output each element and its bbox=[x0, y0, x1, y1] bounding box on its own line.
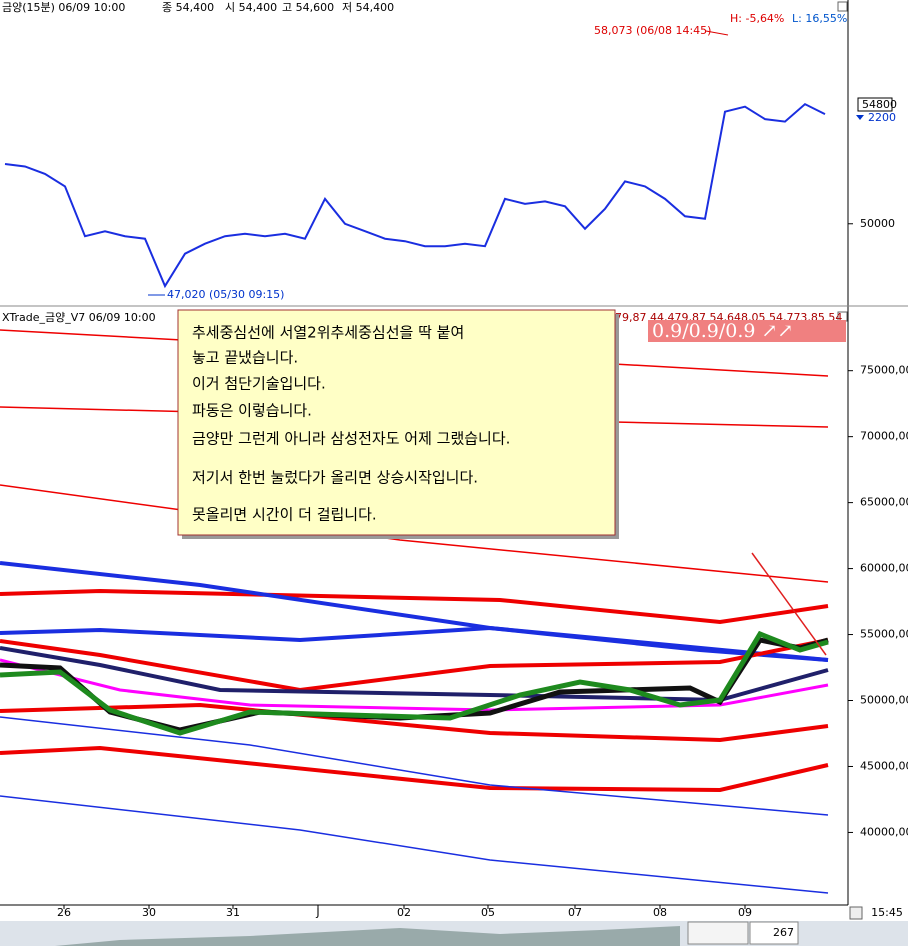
y-tick-label: 55000,00 bbox=[860, 628, 908, 641]
current-price: 54800 bbox=[862, 98, 897, 111]
band bbox=[0, 716, 829, 816]
close: 종 54,400 bbox=[162, 1, 214, 14]
callout-line: 추세중심선에 서열2위추세중심선을 딱 붙여 bbox=[192, 324, 464, 342]
time: 15:45 bbox=[871, 906, 903, 919]
x-tick-label: 31 bbox=[226, 906, 240, 919]
volume-overview bbox=[55, 926, 680, 946]
scroll-controls[interactable] bbox=[687, 921, 749, 945]
band bbox=[0, 795, 829, 894]
x-tick-label: 09 bbox=[738, 906, 752, 919]
down-arrow bbox=[856, 115, 864, 120]
price-box bbox=[857, 97, 893, 112]
signal-box bbox=[648, 320, 846, 342]
y-tick-label: 40000,00 bbox=[860, 825, 908, 838]
y-tick-label: 50000,00 bbox=[860, 694, 908, 707]
band bbox=[0, 484, 829, 583]
count-box[interactable] bbox=[749, 921, 799, 945]
low: 저 54,400 bbox=[342, 1, 394, 14]
band bbox=[0, 588, 829, 625]
x-tick-label: 30 bbox=[142, 906, 156, 919]
callout-line: 저기서 한번 눌렀다가 올리면 상승시작입니다. bbox=[192, 469, 478, 487]
band bbox=[0, 702, 829, 743]
high: 고 54,600 bbox=[282, 1, 334, 14]
callout-line: 금양만 그런게 아니라 삼성전자도 어제 그랬습니다. bbox=[192, 430, 510, 448]
annotation-arrow bbox=[705, 30, 729, 36]
y-tick-label: 75000,00 bbox=[860, 364, 908, 377]
x-tick-label: 05 bbox=[481, 906, 495, 919]
x-tick-label: 08 bbox=[653, 906, 667, 919]
band bbox=[0, 630, 829, 736]
symbol: 금양(15분) 06/09 10:00 bbox=[2, 1, 125, 14]
count: 267 bbox=[773, 926, 794, 939]
annotation-low: 47,020 (05/30 09:15) bbox=[167, 288, 284, 301]
callout-line: 파동은 이렇습니다. bbox=[192, 402, 312, 420]
open: 시 54,400 bbox=[225, 1, 277, 14]
x-tick-label: 07 bbox=[568, 906, 582, 919]
x-tick-label: J bbox=[315, 906, 319, 919]
change: 2200 bbox=[868, 111, 896, 124]
callout bbox=[177, 309, 616, 536]
tool-button[interactable] bbox=[849, 906, 863, 920]
panel-button[interactable] bbox=[837, 1, 848, 12]
band bbox=[0, 745, 829, 793]
band bbox=[0, 625, 829, 662]
arrow bbox=[751, 552, 827, 656]
band bbox=[0, 646, 829, 703]
y-tick-label: 45000,00 bbox=[860, 759, 908, 772]
y-tick-label: 50000 bbox=[860, 217, 895, 230]
band bbox=[0, 638, 829, 693]
callout-line: 이거 첨단기술입니다. bbox=[192, 375, 326, 393]
high-pct: H: -5,64% bbox=[730, 12, 784, 25]
band bbox=[0, 658, 829, 712]
callout-line: 못올리면 시간이 더 걸립니다. bbox=[192, 506, 377, 524]
signal: 0.9/0.9/0.9 ↗↗ bbox=[652, 320, 793, 342]
y-tick-label: 70000,00 bbox=[860, 430, 908, 443]
annotation-high: 58,073 (06/08 14:45) bbox=[594, 24, 711, 37]
price-line bbox=[4, 102, 826, 289]
x-tick-label: 02 bbox=[397, 906, 411, 919]
callout-line: 놓고 끝냈습니다. bbox=[192, 349, 298, 367]
y-tick-label: 60000,00 bbox=[860, 562, 908, 575]
y-tick-label: 65000,00 bbox=[860, 496, 908, 509]
indicator-title: XTrade_금양_V7 06/09 10:00 bbox=[2, 311, 156, 324]
x-tick-label: 26 bbox=[57, 906, 71, 919]
low-pct: L: 16,55% bbox=[792, 12, 847, 25]
